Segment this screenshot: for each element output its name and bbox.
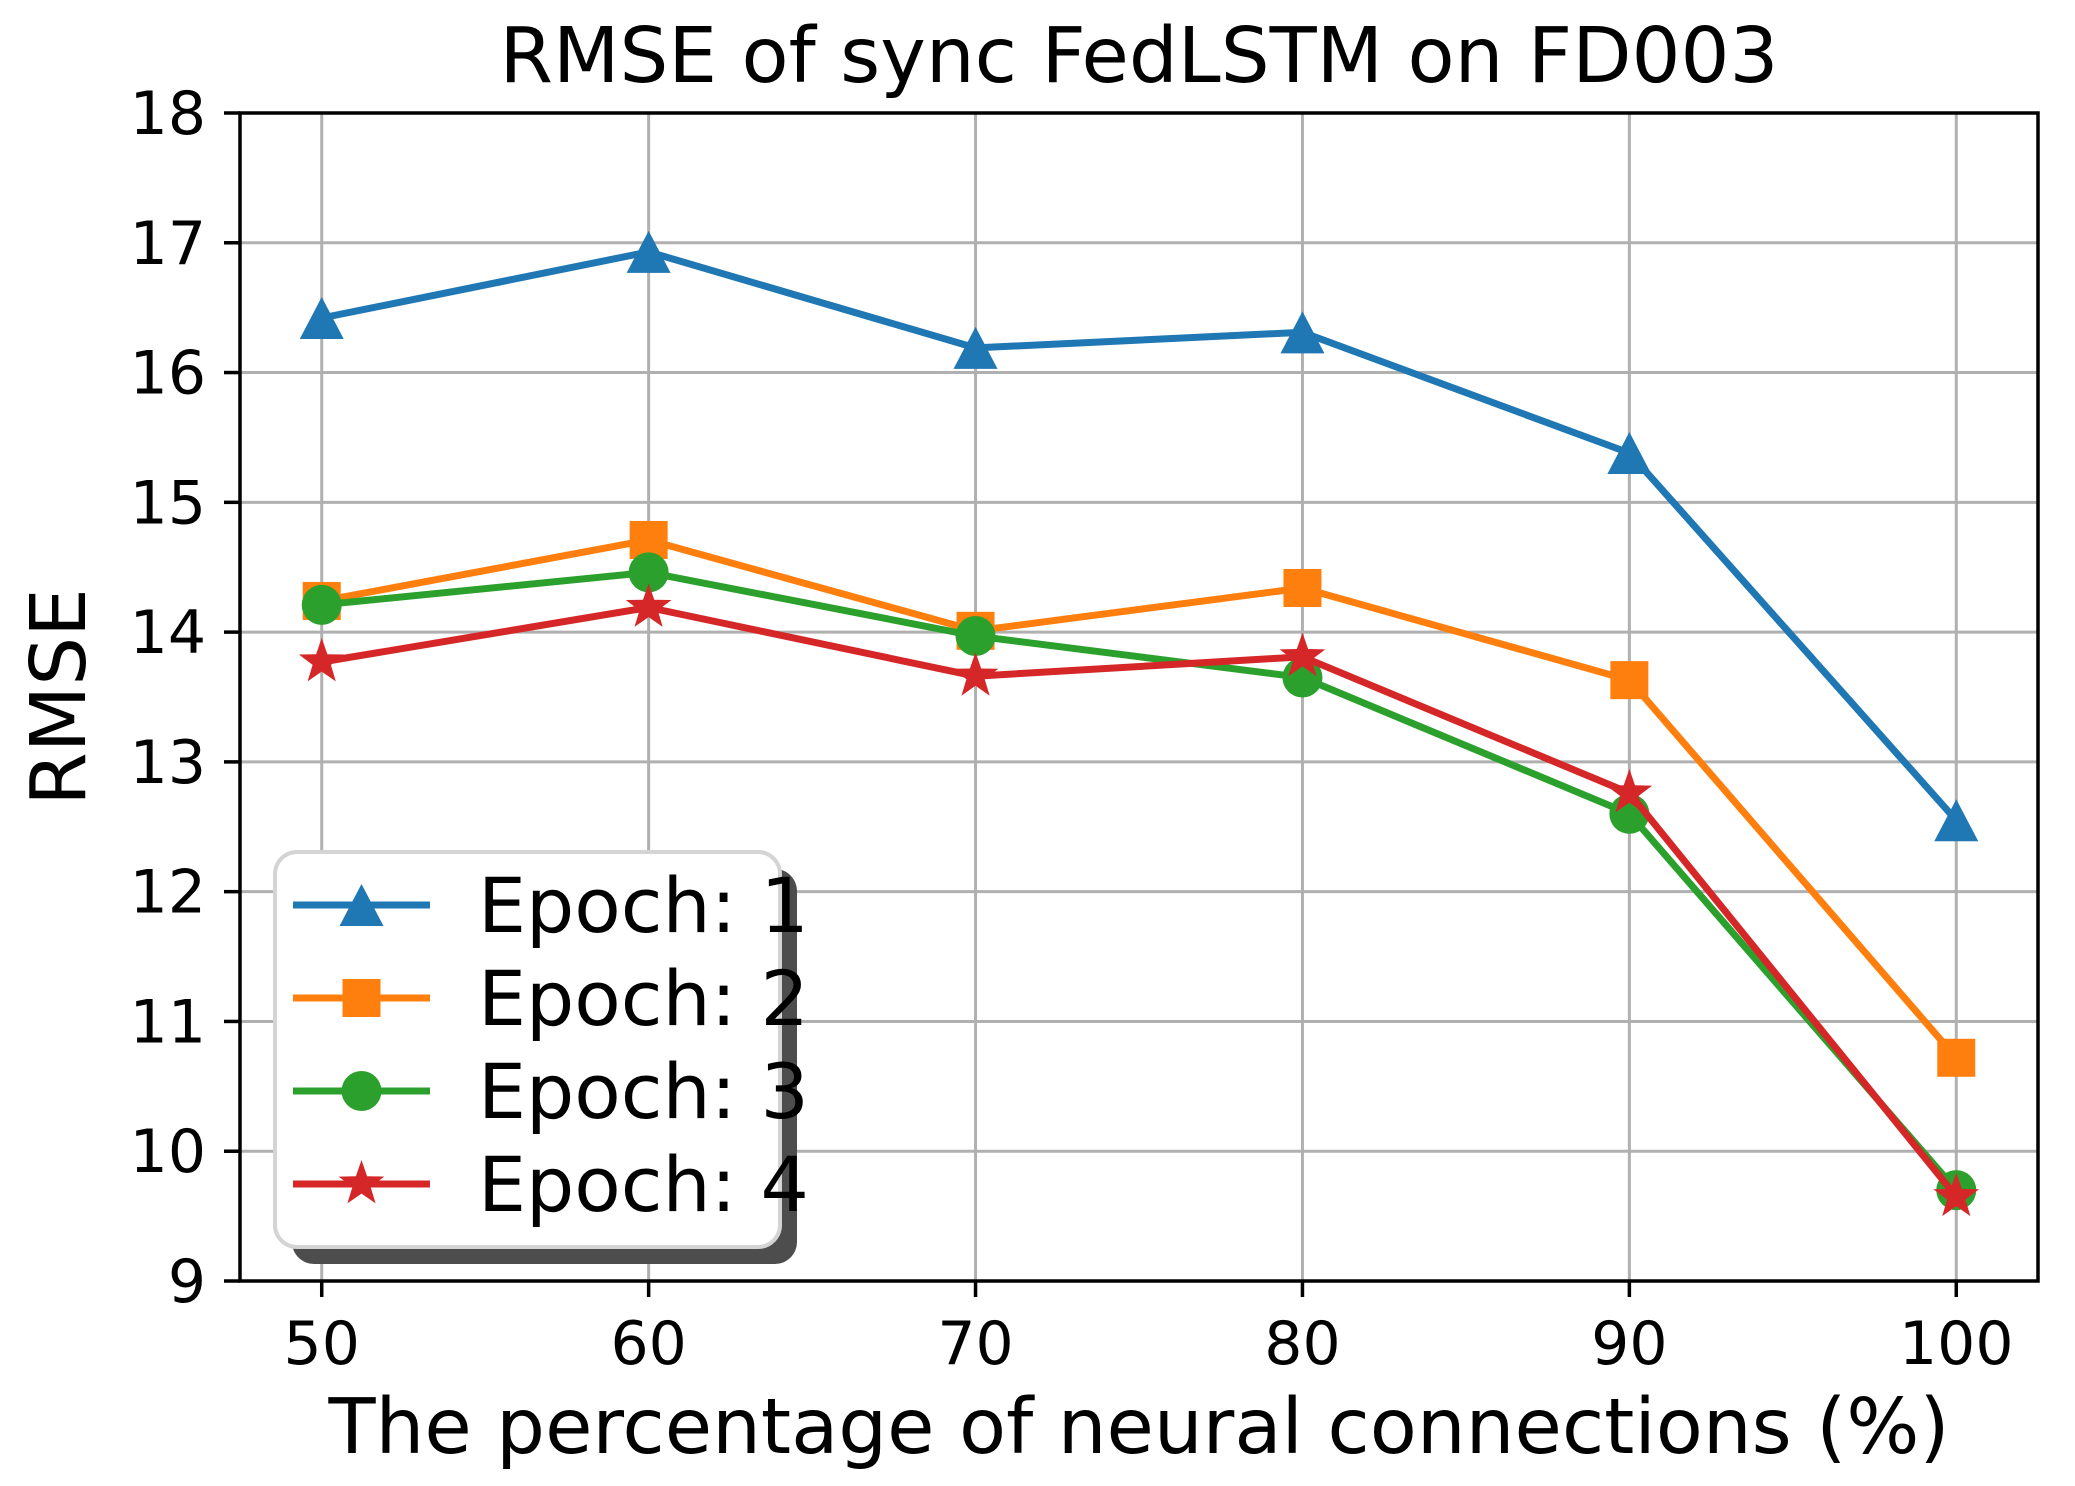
x-axis-label: The percentage of neural connections (%) xyxy=(328,1383,1950,1472)
y-tick-label: 14 xyxy=(130,598,206,668)
triangle-up-marker xyxy=(1280,311,1325,354)
triangle-up-marker xyxy=(626,230,671,273)
square-marker xyxy=(1610,661,1649,700)
star-marker xyxy=(1279,632,1326,677)
circle-marker xyxy=(341,1071,382,1111)
circle-marker xyxy=(628,552,669,593)
legend-item-label: Epoch: 4 xyxy=(478,1140,809,1229)
legend-item-3: Epoch: 3 xyxy=(293,1047,809,1136)
star-marker xyxy=(1933,1172,1980,1217)
x-tick-label: 70 xyxy=(937,1309,1013,1379)
y-tick-label: 11 xyxy=(130,987,206,1057)
y-tick-label: 18 xyxy=(130,79,206,149)
series-line xyxy=(318,568,1960,1194)
series-line xyxy=(318,604,1960,1201)
star-marker xyxy=(952,652,999,696)
series-1 xyxy=(299,230,1979,842)
y-axis-label: RMSE xyxy=(15,588,104,805)
x-tick-label: 80 xyxy=(1264,1309,1340,1379)
star-marker xyxy=(1606,769,1653,813)
legend-box xyxy=(273,850,782,1249)
series-layer xyxy=(298,230,1980,1217)
square-marker xyxy=(1937,1038,1976,1077)
triangle-up-marker xyxy=(1934,799,1979,842)
circle-marker xyxy=(955,616,996,657)
x-tick-label: 50 xyxy=(284,1309,360,1379)
y-tick-label: 12 xyxy=(130,858,206,928)
y-tick-label: 10 xyxy=(130,1117,206,1187)
series-line xyxy=(318,536,1960,1062)
legend-item-label: Epoch: 1 xyxy=(478,861,809,950)
star-marker xyxy=(338,1160,385,1204)
legend-item-label: Epoch: 2 xyxy=(478,954,809,1043)
y-tick-label: 17 xyxy=(130,209,206,279)
square-marker xyxy=(1283,568,1322,607)
plot-border xyxy=(238,111,2040,1283)
y-tick-label: 16 xyxy=(130,339,206,409)
star-marker xyxy=(298,638,345,682)
star-marker xyxy=(625,583,672,627)
legend-item-2: Epoch: 2 xyxy=(293,954,809,1043)
legend-item-4: Epoch: 4 xyxy=(293,1140,809,1229)
y-tick-label: 13 xyxy=(130,728,206,798)
chart-title: RMSE of sync FedLSTM on FD003 xyxy=(500,12,1779,101)
x-tick-label: 60 xyxy=(610,1309,686,1379)
triangle-up-marker xyxy=(339,884,384,926)
series-4 xyxy=(298,583,1980,1217)
square-marker xyxy=(342,979,381,1017)
triangle-up-marker xyxy=(299,297,344,340)
triangle-up-marker xyxy=(953,326,998,369)
x-tick-label: 90 xyxy=(1591,1309,1667,1379)
y-tick-label: 15 xyxy=(130,468,206,538)
triangle-up-marker xyxy=(1607,432,1652,475)
axes-layer: 50 60 70 80 90 100 9 10 11 12 13 14 15 16 17 18 xyxy=(130,79,2040,1379)
legend-item-1: Epoch: 1 xyxy=(293,861,809,950)
x-tick-label: 100 xyxy=(1899,1309,2014,1379)
series-line xyxy=(318,248,1960,824)
y-tick-label: 9 xyxy=(168,1247,206,1317)
circle-marker xyxy=(301,584,342,625)
legend-item-label: Epoch: 3 xyxy=(478,1047,809,1136)
